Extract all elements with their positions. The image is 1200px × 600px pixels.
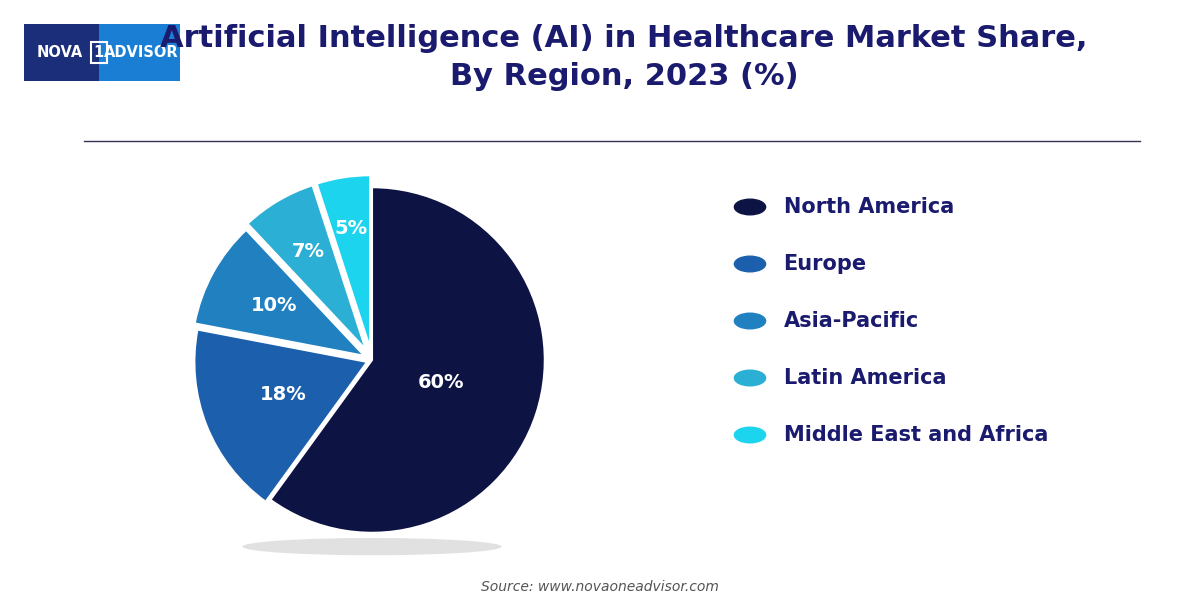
Text: ADVISOR: ADVISOR xyxy=(103,45,179,60)
Wedge shape xyxy=(317,175,370,348)
Text: Asia-Pacific: Asia-Pacific xyxy=(784,311,919,331)
Wedge shape xyxy=(247,185,366,350)
Text: Middle East and Africa: Middle East and Africa xyxy=(784,425,1048,445)
Text: 18%: 18% xyxy=(260,385,307,404)
Wedge shape xyxy=(194,230,365,356)
Bar xyxy=(24,24,98,81)
Text: Europe: Europe xyxy=(784,254,866,274)
Wedge shape xyxy=(194,329,367,502)
Text: Latin America: Latin America xyxy=(784,368,946,388)
Text: Artificial Intelligence (AI) in Healthcare Market Share,
By Region, 2023 (%): Artificial Intelligence (AI) in Healthca… xyxy=(161,24,1087,91)
Text: NOVA: NOVA xyxy=(37,45,83,60)
Text: 60%: 60% xyxy=(418,373,464,392)
Ellipse shape xyxy=(242,538,502,555)
Bar xyxy=(98,24,180,81)
Text: 10%: 10% xyxy=(251,296,296,316)
Text: 5%: 5% xyxy=(335,219,367,238)
Text: 7%: 7% xyxy=(292,242,324,261)
Wedge shape xyxy=(270,187,545,533)
Text: Source: www.novaoneadvisor.com: Source: www.novaoneadvisor.com xyxy=(481,580,719,594)
Text: North America: North America xyxy=(784,197,954,217)
Text: 1: 1 xyxy=(94,45,104,60)
